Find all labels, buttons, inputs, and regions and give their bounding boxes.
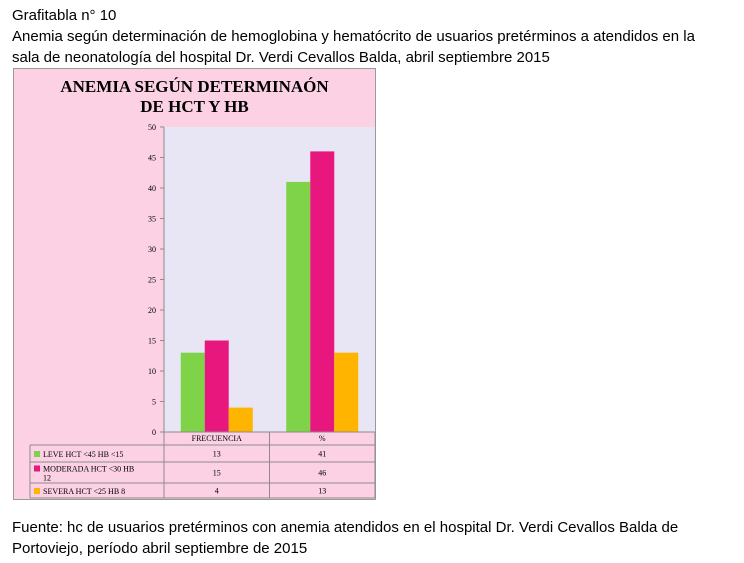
source-note-line-2: Portoviejo, período abril septiembre de … [12, 540, 308, 557]
x-category-label: % [319, 434, 326, 443]
legend-key [34, 451, 40, 457]
bar-chart: 0 5 10 15 20 25 30 35 40 45 50 FRECUENCIA % LEVE HCT … [29, 123, 376, 499]
table-value: 13 [213, 450, 221, 459]
chart-frame: ANEMIA SEGÚN DETERMINAÓN DE HCT Y HB 0 5 1… [13, 68, 376, 500]
bar [180, 352, 205, 432]
x-category-label: FRECUENCIA [192, 434, 242, 443]
legend-key [34, 488, 40, 494]
bar [310, 151, 335, 432]
table-value: 4 [215, 487, 219, 496]
chart-title-line-1: ANEMIA SEGÚN DETERMINAÓN [60, 77, 329, 96]
bar [228, 407, 253, 432]
y-tick-label: 45 [148, 154, 156, 163]
chart-title: ANEMIA SEGÚN DETERMINAÓN DE HCT Y HB [14, 77, 375, 117]
y-tick-label: 0 [152, 428, 156, 437]
bar [204, 340, 229, 432]
y-tick-label: 40 [148, 184, 156, 193]
figure-caption-line-2: sala de neonatología del hospital Dr. Ve… [12, 49, 550, 66]
legend-key [34, 465, 40, 472]
legend-label: SEVERA HCT <25 HB 8 [43, 487, 125, 496]
bar [334, 352, 359, 432]
table-value: 15 [213, 469, 221, 478]
y-tick-label: 5 [152, 398, 156, 407]
chart-title-line-2: DE HCT Y HB [140, 97, 249, 116]
legend-label: 12 [43, 474, 51, 483]
table-value: 46 [318, 469, 326, 478]
table-value: 13 [318, 487, 326, 496]
legend-label: MODERADA HCT <30 HB [43, 465, 134, 474]
y-tick-label: 10 [148, 367, 156, 376]
y-tick-label: 25 [148, 276, 156, 285]
figure-caption-line-1: Anemia según determinación de hemoglobin… [12, 28, 695, 45]
y-tick-label: 20 [148, 306, 156, 315]
source-note-line-1: Fuente: hc de usuarios pretérminos con a… [12, 519, 679, 536]
y-tick-label: 15 [148, 337, 156, 346]
figure-heading: Grafitabla n° 10 [12, 7, 117, 24]
y-tick-label: 50 [148, 123, 156, 132]
legend-label: LEVE HCT <45 HB <15 [43, 450, 123, 459]
table-value: 41 [318, 450, 326, 459]
y-tick-label: 30 [148, 245, 156, 254]
bar [286, 181, 311, 432]
y-tick-label: 35 [148, 215, 156, 224]
